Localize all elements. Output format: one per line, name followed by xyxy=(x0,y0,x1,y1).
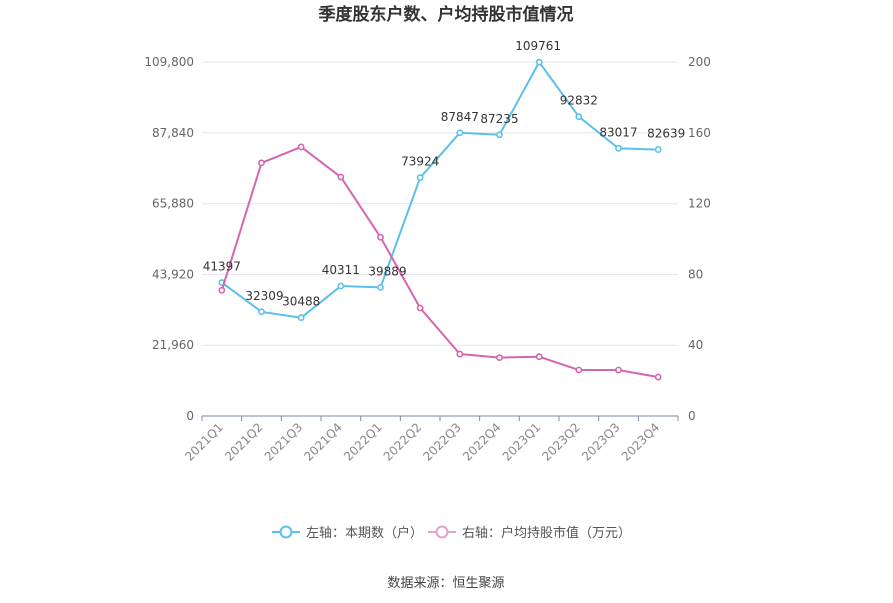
point-value xyxy=(496,354,503,361)
point-value xyxy=(615,366,622,374)
right-tick-label: 0 xyxy=(688,409,696,423)
data-label: 87235 xyxy=(480,112,518,126)
left-tick-label: 65,880 xyxy=(152,197,194,211)
x-tick-label: 2023Q3 xyxy=(579,420,623,464)
point-holders xyxy=(615,144,622,152)
x-tick-label: 2022Q2 xyxy=(381,420,425,464)
legend-marker xyxy=(279,525,293,539)
data-label: 30488 xyxy=(282,295,320,309)
point-value xyxy=(337,173,345,181)
point-value xyxy=(654,373,662,381)
point-value xyxy=(258,159,265,167)
x-tick-label: 2021Q1 xyxy=(182,420,226,464)
x-tick-label: 2022Q3 xyxy=(420,420,464,464)
point-holders xyxy=(535,58,543,66)
data-label: 82639 xyxy=(647,127,685,141)
left-tick-label: 87,840 xyxy=(152,126,194,140)
data-label: 39889 xyxy=(368,264,406,278)
right-tick-label: 120 xyxy=(688,197,711,211)
left-tick-label: 43,920 xyxy=(152,267,194,281)
right-tick-label: 40 xyxy=(688,338,703,352)
point-value xyxy=(575,366,583,374)
x-tick-label: 2022Q1 xyxy=(341,420,385,464)
data-label: 32309 xyxy=(245,289,283,303)
x-tick-label: 2023Q2 xyxy=(539,420,583,464)
legend-label: 右轴：户均持股市值（万元） xyxy=(462,525,631,541)
data-label: 87847 xyxy=(441,110,479,124)
x-tick-label: 2023Q1 xyxy=(500,420,544,464)
point-holders xyxy=(575,113,583,121)
point-holders xyxy=(337,282,345,290)
data-label: 41397 xyxy=(203,260,241,274)
x-tick-label: 2023Q4 xyxy=(619,420,663,464)
left-tick-label: 109,800 xyxy=(144,55,194,69)
point-value xyxy=(456,350,464,358)
legend-marker xyxy=(435,525,449,539)
source-text: 数据来源：恒生聚源 xyxy=(387,576,504,591)
left-tick-label: 0 xyxy=(186,409,194,423)
point-value xyxy=(218,286,226,294)
point-value xyxy=(416,304,424,312)
point-value xyxy=(535,353,543,361)
point-holders xyxy=(377,283,384,291)
x-tick-label: 2021Q2 xyxy=(222,420,266,464)
data-label: 109761 xyxy=(515,39,561,53)
x-tick-label: 2021Q3 xyxy=(262,420,306,464)
right-tick-label: 80 xyxy=(688,267,703,281)
data-label: 83017 xyxy=(599,125,637,139)
data-label: 40311 xyxy=(322,263,360,277)
point-holders xyxy=(654,146,662,153)
point-value xyxy=(377,233,384,241)
left-tick-label: 21,960 xyxy=(152,338,194,352)
point-value xyxy=(297,143,305,151)
data-label: 92832 xyxy=(560,94,598,108)
series-layer xyxy=(218,58,662,381)
right-tick-label: 200 xyxy=(688,55,711,69)
point-holders xyxy=(258,308,265,316)
point-holders xyxy=(496,131,503,139)
chart-title: 季度股东户数、户均持股市值情况 xyxy=(319,4,574,25)
series-line-holders xyxy=(221,61,659,319)
x-tick-label: 2021Q4 xyxy=(301,420,345,464)
right-tick-label: 160 xyxy=(688,126,711,140)
point-holders xyxy=(416,174,424,182)
legend-label: 左轴：本期数（户） xyxy=(306,525,423,541)
series-line-value xyxy=(220,145,659,379)
point-holders xyxy=(297,314,305,322)
data-label: 73924 xyxy=(401,155,439,169)
point-holders xyxy=(456,129,464,137)
legend: 左轴：本期数（户） 右轴：户均持股市值（万元） xyxy=(272,525,631,541)
x-tick-label: 2022Q4 xyxy=(460,420,504,464)
